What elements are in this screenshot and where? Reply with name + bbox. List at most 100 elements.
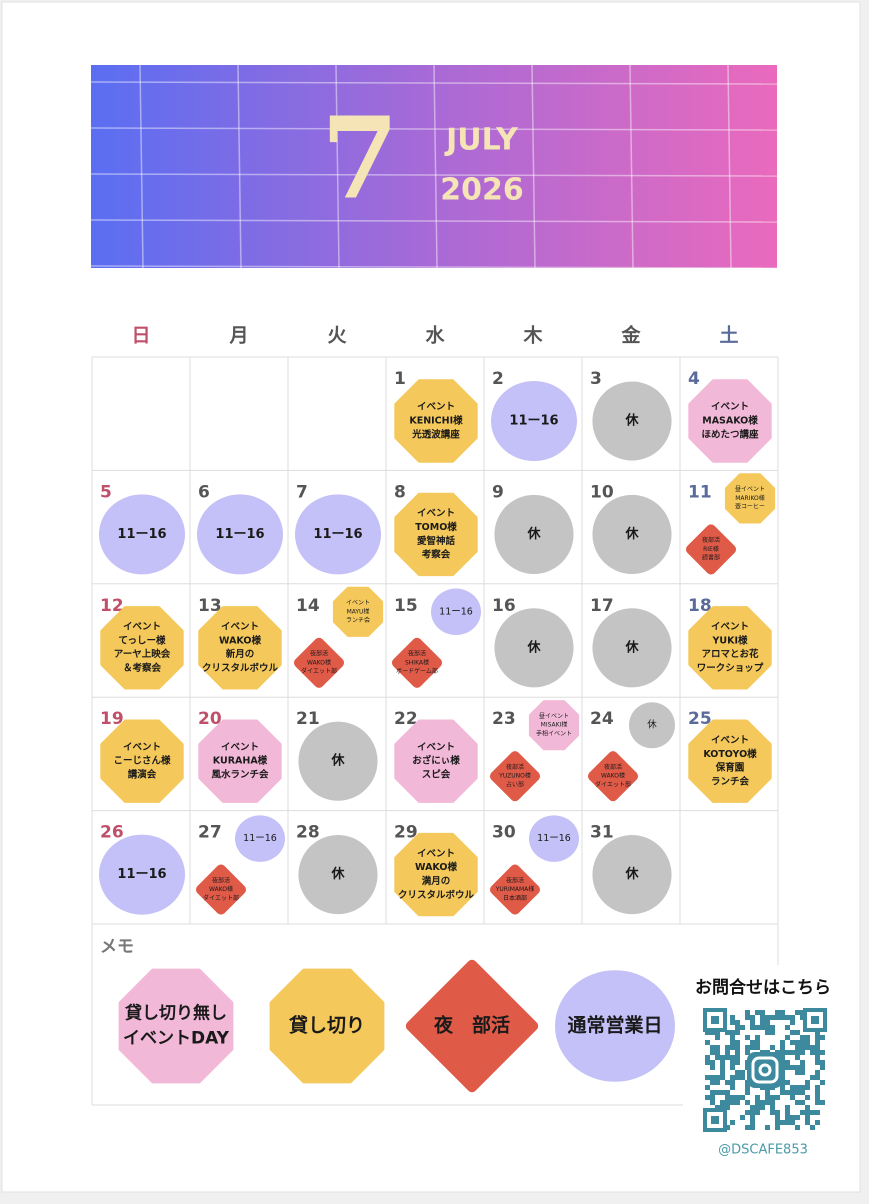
qr-dot — [790, 1050, 795, 1055]
grid-stroke — [237, 64, 242, 269]
circle — [298, 835, 378, 915]
day-number: 2 — [492, 369, 504, 389]
qr-dot — [780, 1015, 785, 1020]
qr-dot — [795, 1125, 800, 1130]
blob — [555, 970, 675, 1082]
qr-dot — [735, 1070, 740, 1075]
qr-dot — [795, 1045, 800, 1050]
octagon — [394, 719, 478, 803]
qr-dot — [735, 1030, 740, 1035]
item-text: イベント — [221, 622, 259, 633]
diamond — [685, 524, 737, 575]
qr-dot — [785, 1105, 790, 1110]
day-number: 5 — [100, 482, 112, 502]
blob — [235, 815, 285, 862]
qr-dot — [800, 1010, 805, 1015]
qr-dot — [755, 1040, 760, 1045]
blob — [431, 588, 481, 636]
day-number: 20 — [198, 709, 222, 729]
qr-dot — [725, 1080, 730, 1085]
qr-dot — [775, 1010, 780, 1015]
qr-dot — [720, 1070, 725, 1075]
qr-dot — [765, 1100, 770, 1105]
qr-dot — [790, 1085, 795, 1090]
item: 11ー16 — [197, 494, 283, 575]
qr-dot — [790, 1030, 795, 1035]
qr-dot — [715, 1090, 720, 1095]
qr-dot — [705, 1060, 710, 1065]
octagon — [269, 968, 385, 1084]
qr-dot — [715, 1105, 720, 1110]
circle — [494, 494, 574, 574]
item-text: クリスタルボウル — [398, 889, 475, 901]
weekday: 木 — [522, 324, 543, 347]
qr-dot — [770, 1105, 775, 1110]
contact-text: お問合せはこちら — [695, 977, 831, 998]
qr-dot — [760, 1015, 765, 1020]
qr-dot — [725, 1090, 730, 1095]
item-text: 愛智神話 — [417, 535, 456, 547]
qr-dot — [750, 1025, 755, 1030]
banner — [91, 65, 777, 268]
qr-dot — [790, 1090, 795, 1095]
qr-dot — [740, 1075, 745, 1080]
day-number: 14 — [296, 596, 320, 616]
qr-dot — [755, 1010, 760, 1015]
qr-dot — [715, 1035, 720, 1040]
qr-dot — [805, 1115, 810, 1120]
qr-dot — [820, 1035, 825, 1040]
blob — [99, 494, 185, 575]
qr-dot — [735, 1025, 740, 1030]
qr-dot — [820, 1100, 825, 1105]
qr-dot — [785, 1065, 790, 1070]
day-number: 16 — [492, 596, 516, 616]
qr-dot — [735, 1020, 740, 1025]
qr-dot — [735, 1050, 740, 1055]
blob — [295, 494, 381, 575]
item-text: 休 — [624, 866, 639, 882]
octagon — [724, 473, 776, 524]
qr-dot — [720, 1060, 725, 1065]
qr-dot — [805, 1120, 810, 1125]
item-text: RIE様 — [703, 545, 719, 553]
qr-finder — [711, 1116, 719, 1124]
item-text: MAYU様 — [347, 607, 370, 615]
qr-dot — [730, 1120, 735, 1125]
qr-dot — [790, 1040, 795, 1045]
item-text: WAKO様 — [601, 772, 625, 780]
item-text: ランチ会 — [711, 775, 750, 787]
grid-stroke — [90, 127, 778, 131]
qr-dot — [800, 1065, 805, 1070]
qr-dot — [795, 1090, 800, 1095]
item-text: イベント — [417, 402, 455, 413]
grid-stroke — [139, 64, 144, 269]
weekday: 日 — [131, 325, 150, 347]
item-text: ワークショップ — [697, 662, 764, 674]
banner-grid — [90, 64, 778, 269]
qr-dot — [785, 1120, 790, 1125]
circle — [592, 835, 672, 915]
qr-dot — [725, 1095, 730, 1100]
qr-dot — [770, 1110, 775, 1115]
qr-dot — [715, 1055, 720, 1060]
item-text: おざにぃ様 — [412, 755, 460, 767]
day-number: 12 — [100, 596, 124, 616]
item-text: 読書部 — [702, 554, 720, 562]
item-text: 手相イベント — [536, 729, 572, 737]
item-text: こーじさん様 — [113, 755, 171, 767]
qr-dot — [820, 1065, 825, 1070]
qr-dot — [775, 1015, 780, 1020]
item-text: WAKO様 — [415, 861, 457, 873]
circle — [629, 702, 675, 749]
qr-dot — [785, 1035, 790, 1040]
item-text: YURIMAMA様 — [495, 885, 535, 893]
qr-dot — [715, 1080, 720, 1085]
day-number: 18 — [688, 596, 712, 616]
